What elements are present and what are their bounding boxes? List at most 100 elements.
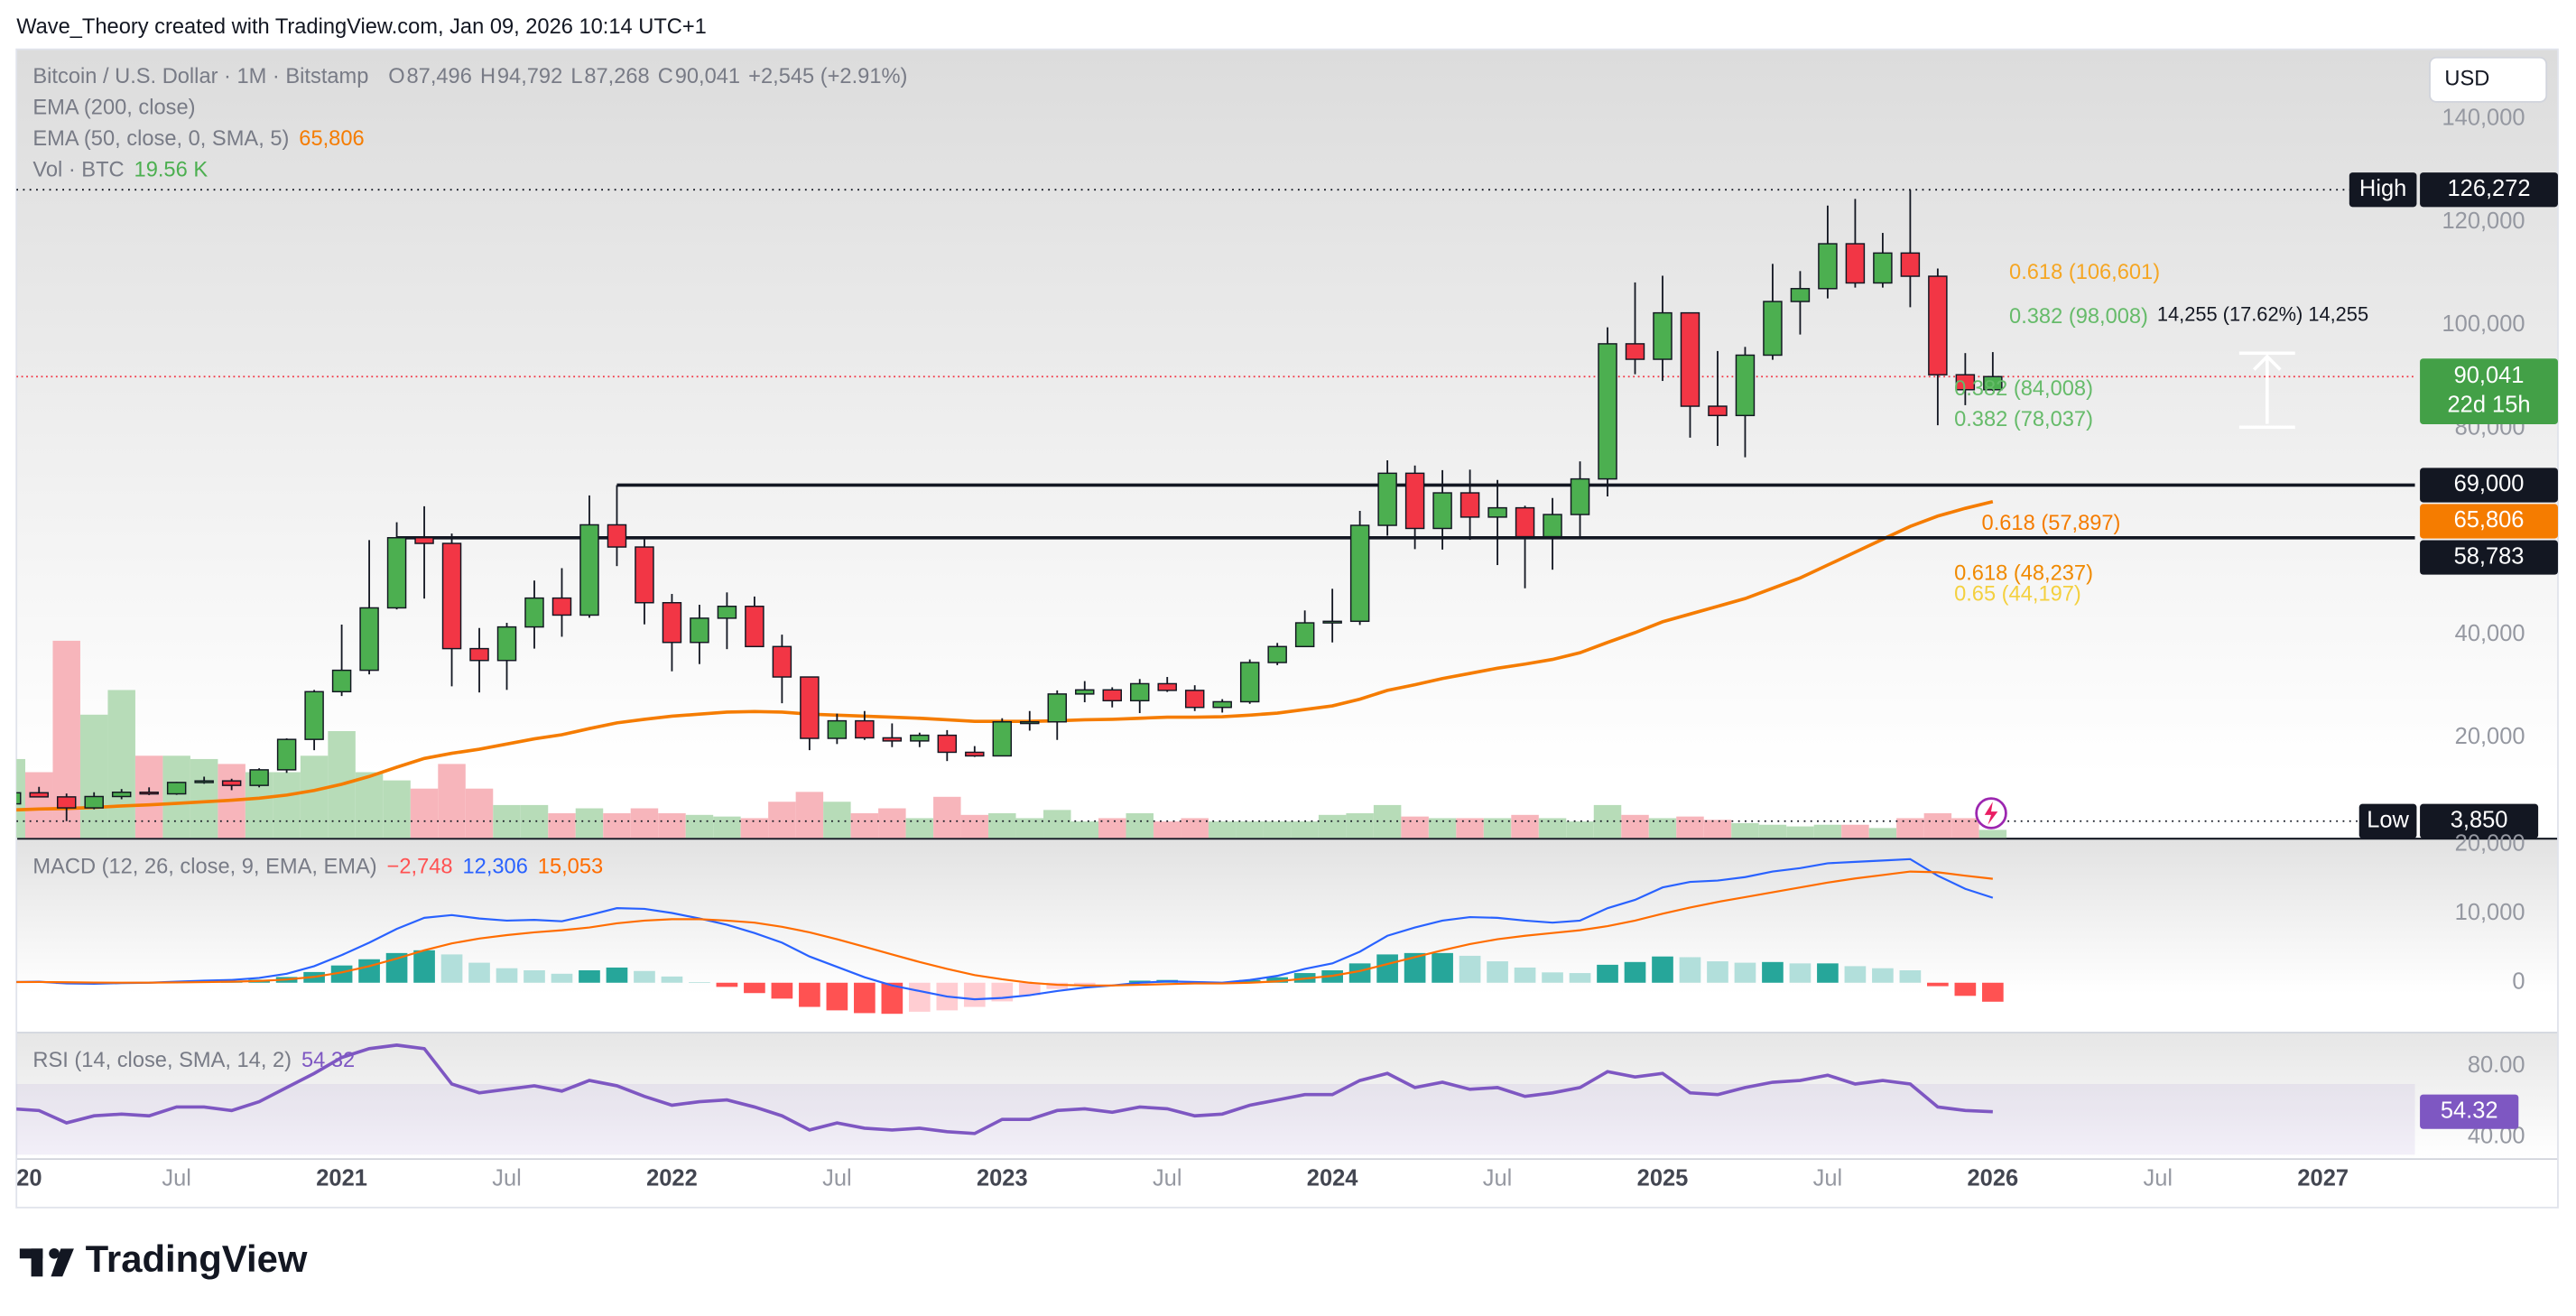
currency-label[interactable]: USD <box>2444 68 2489 91</box>
macd-histogram-bar <box>1376 954 1398 983</box>
rsi-line <box>16 1043 1993 1135</box>
volume-bar <box>1098 818 1126 839</box>
macd-line <box>16 870 1993 987</box>
macd-histogram-bar <box>1128 980 1151 983</box>
ohlc-key: C <box>658 65 673 88</box>
x-tick-label: Jul <box>162 1166 191 1191</box>
candle-body <box>359 607 379 672</box>
indicator-name: MACD (12, 26, close, 9, EMA, EMA) <box>32 855 376 878</box>
rsi-panel <box>16 1033 2558 1159</box>
volume-bar <box>988 813 1016 839</box>
volume-bar <box>1841 824 1869 839</box>
volume-bar <box>465 788 494 839</box>
candle-body <box>386 537 407 609</box>
replay-icon[interactable] <box>1975 797 2007 829</box>
macd-histogram-bar <box>1348 963 1371 983</box>
candle-body <box>1020 721 1040 725</box>
indicator-name: EMA (50, close, 0, SMA, 5) <box>32 127 289 151</box>
x-tick-label: Jul <box>492 1166 522 1191</box>
volume-bar <box>1813 824 1842 839</box>
candle-body <box>1322 620 1342 624</box>
candle-body <box>607 524 627 548</box>
candle-body <box>469 647 489 662</box>
ema-tag <box>2420 504 2558 539</box>
low-tag-label: Low <box>2367 807 2409 832</box>
volume-bar <box>1208 821 1237 839</box>
candle-body <box>56 796 77 809</box>
x-tick-label: 2025 <box>1637 1166 1689 1191</box>
x-tick-label: 2022 <box>646 1166 698 1191</box>
macd-histogram-bar <box>1762 961 1784 983</box>
ohlc-key: O <box>388 65 404 88</box>
y-tick-label: 140,000 <box>2442 106 2525 131</box>
macd-histogram-bar <box>634 970 655 983</box>
candle-body <box>1900 252 1921 277</box>
candle-body <box>1377 472 1397 526</box>
volume-bar <box>24 772 53 839</box>
candle-body <box>551 597 572 616</box>
candle-body <box>662 602 682 644</box>
macd-histogram-bar <box>579 970 600 983</box>
volume-bar <box>1318 814 1347 839</box>
candle-body <box>827 719 848 739</box>
y-tick-label: 40,000 <box>2455 621 2525 646</box>
candle-body <box>690 617 709 644</box>
macd-histogram-bar <box>1817 963 1839 983</box>
macd-histogram-bar <box>358 959 380 983</box>
volume-bar <box>740 818 769 839</box>
low-value-tag-label: 3,850 <box>2451 807 2508 832</box>
y-tick-label: 10,000 <box>2455 900 2525 925</box>
x-tick-label: Jul <box>1153 1166 1182 1191</box>
ohlc-value: 87,268 <box>584 65 649 88</box>
histogram-value: −2,748 <box>387 855 453 878</box>
candle-body <box>965 751 985 757</box>
volume-bar <box>79 714 108 839</box>
high-value-tag <box>2420 172 2558 208</box>
x-tick-label: Jul <box>822 1166 852 1191</box>
volume-bar <box>383 780 411 839</box>
ohlc-value: 90,041 <box>675 65 740 88</box>
chart-frame <box>15 48 2559 1209</box>
indicator-value: 65,806 <box>299 127 364 151</box>
volume-bar <box>713 816 741 839</box>
rsi-value: 54.32 <box>301 1049 355 1072</box>
candle-body <box>1625 343 1645 360</box>
x-tick-label: 2024 <box>1307 1166 1358 1191</box>
volume-bar <box>1786 826 1814 839</box>
volume-bar <box>1456 818 1484 839</box>
macd-histogram-bar <box>496 968 518 983</box>
candle-body <box>1212 700 1232 709</box>
candle-body <box>524 597 544 628</box>
volume-bar <box>1538 818 1567 839</box>
y-tick-label: 20,000 <box>2455 831 2525 857</box>
macd-histogram-bar <box>799 982 820 1007</box>
currency-button[interactable]: USD <box>2429 56 2548 103</box>
macd-histogram-bar <box>1487 961 1508 983</box>
x-tick-label: 2021 <box>316 1166 367 1191</box>
macd-histogram-bar <box>1652 956 1673 983</box>
macd-value: 15,053 <box>538 855 603 878</box>
macd-histogram-bar <box>1404 952 1426 983</box>
rsi-value-tag-label: 54.32 <box>2441 1098 2498 1123</box>
fib-label: 0.65 (44,197) <box>1954 582 2081 606</box>
macd-histogram-bar <box>716 982 738 987</box>
volume-bar <box>1566 821 1594 839</box>
y-tick-label: 0 <box>2512 969 2525 995</box>
volume-bar <box>438 764 466 839</box>
volume-bar <box>1896 818 1924 839</box>
candle-body <box>1928 275 1948 375</box>
candle-body <box>1294 622 1315 648</box>
candle-body <box>1184 690 1205 709</box>
macd-histogram-bar <box>1899 970 1922 983</box>
macd-histogram-bar <box>1073 982 1096 986</box>
macd-histogram-bar <box>1707 961 1728 983</box>
macd-histogram-bar <box>1679 957 1701 983</box>
candle-body <box>910 734 930 742</box>
macd-histogram-bar <box>385 952 408 983</box>
volume-bar <box>1951 818 1979 839</box>
volume-bar <box>355 772 384 839</box>
macd-histogram-bar <box>1927 982 1949 987</box>
fib-label: 0.382 (84,008) <box>1954 377 2093 401</box>
fib-label: 0.618 (48,237) <box>1954 561 2093 585</box>
